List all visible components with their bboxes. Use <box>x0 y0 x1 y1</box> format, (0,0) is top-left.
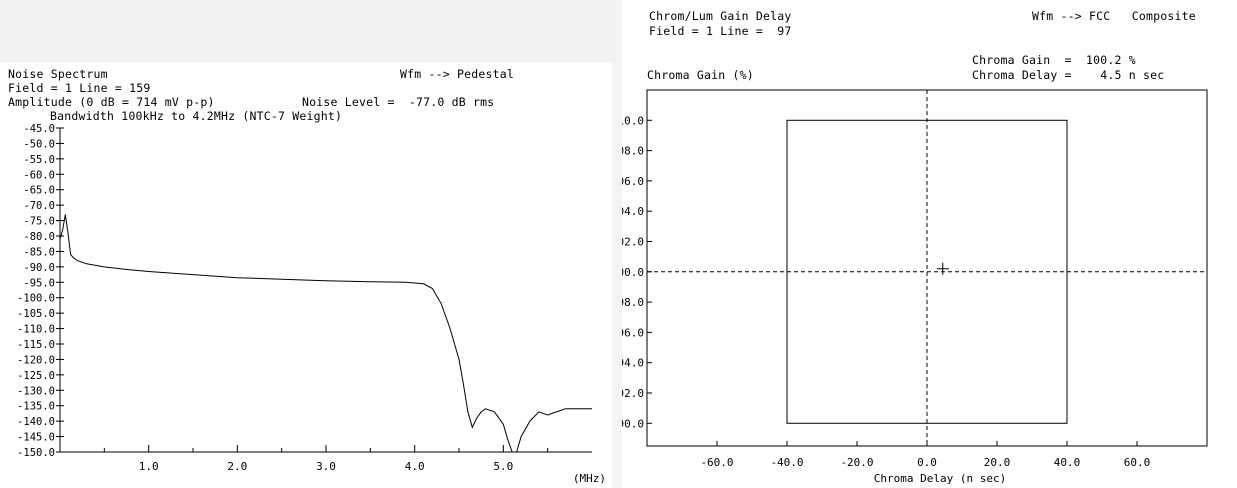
gd-y-tick-label: 106.0 <box>622 175 644 188</box>
noise-x-tick-label: 5.0 <box>493 460 513 473</box>
gd-title: Chrom/Lum Gain Delay <box>649 9 792 23</box>
gd-gain-readout: Chroma Gain = 100.2 % <box>972 53 1136 67</box>
gd-x-tick-label: 20.0 <box>984 456 1011 469</box>
noise-x-tick-label: 2.0 <box>227 460 247 473</box>
noise-field-line: Field = 1 Line = 159 <box>8 81 151 95</box>
gd-y-tick-label: 102.0 <box>622 235 644 248</box>
noise-mode: Wfm --> Pedestal <box>400 67 514 81</box>
gd-y-tick-label: 98.0 <box>622 296 644 309</box>
noise-x-tick-label: 3.0 <box>316 460 336 473</box>
gd-y-tick-label: 92.0 <box>622 387 644 400</box>
noise-bandwidth: Bandwidth 100kHz to 4.2MHz (NTC-7 Weight… <box>50 109 343 123</box>
noise-y-tick-label: -130.0 <box>17 385 55 397</box>
gd-x-tick-label: 40.0 <box>1054 456 1081 469</box>
noise-y-tick-label: -60.0 <box>23 169 55 181</box>
gd-y-tick-label: 90.0 <box>622 417 644 430</box>
noise-level: Noise Level = -77.0 dB rms <box>302 95 495 109</box>
noise-y-tick-label: -140.0 <box>17 416 55 428</box>
gd-x-tick-label: -60.0 <box>700 456 733 469</box>
noise-y-tick-label: -105.0 <box>17 308 55 320</box>
noise-y-tick-label: -95.0 <box>23 277 55 289</box>
noise-y-tick-label: -115.0 <box>17 339 55 351</box>
noise-x-tick-label: 4.0 <box>405 460 425 473</box>
gd-y-axis-label: Chroma Gain (%) <box>647 68 754 82</box>
gd-x-tick-label: 60.0 <box>1124 456 1151 469</box>
noise-spectrum-trace <box>59 214 592 453</box>
noise-y-tick-label: -45.0 <box>23 123 55 135</box>
gain-delay-chart: 110.0 108.0 106.0 104.0 102.0 100.0 98.0 96.0 94… <box>622 89 1208 485</box>
gd-y-tick-label: 96.0 <box>622 326 644 339</box>
noise-y-tick-label: -110.0 <box>17 324 55 336</box>
gd-limit-box <box>786 119 1068 424</box>
gain-delay-panel: Chrom/Lum Gain Delay Wfm --> FCC Composi… <box>622 0 1237 488</box>
noise-amplitude: Amplitude (0 dB = 714 mV p-p) <box>8 95 215 109</box>
noise-y-tick-label: -120.0 <box>17 354 55 366</box>
noise-spectrum-chart: -45.0 -50.0 -55.0 -60.0 -65.0 -70.0 -75.0 -80.0… <box>17 123 606 485</box>
noise-y-tick-label: -55.0 <box>23 154 55 166</box>
gd-field-line: Field = 1 Line = 97 <box>649 24 792 38</box>
noise-y-tick-label: -80.0 <box>23 231 55 243</box>
gd-y-tick-label: 94.0 <box>622 357 644 370</box>
gd-y-tick-label: 104.0 <box>622 205 644 218</box>
gd-delay-readout: Chroma Delay = 4.5 n sec <box>972 68 1165 82</box>
noise-y-tick-label: -135.0 <box>17 401 55 413</box>
noise-y-tick-label: -150.0 <box>17 447 55 459</box>
noise-y-tick-label: -100.0 <box>17 293 55 305</box>
noise-title: Noise Spectrum <box>8 67 108 81</box>
gd-x-tick-label: -20.0 <box>840 456 873 469</box>
noise-y-tick-label: -75.0 <box>23 216 55 228</box>
gd-mode: Wfm --> FCC Composite <box>1032 9 1196 23</box>
noise-y-tick-label: -85.0 <box>23 246 55 258</box>
noise-y-tick-label: -70.0 <box>23 200 55 212</box>
noise-x-tick-label: 1.0 <box>139 460 159 473</box>
gd-x-tick-label: 0.0 <box>917 456 937 469</box>
noise-spectrum-panel: Noise Spectrum Wfm --> Pedestal Field = … <box>0 62 612 488</box>
noise-y-tick-label: -50.0 <box>23 138 55 150</box>
noise-y-tick-label: -125.0 <box>17 370 55 382</box>
gd-y-tick-label: 108.0 <box>622 145 644 158</box>
gd-x-tick-label: -40.0 <box>770 456 803 469</box>
gd-y-tick-label: 100.0 <box>622 266 644 279</box>
gd-y-tick-label: 110.0 <box>622 114 644 127</box>
noise-y-tick-label: -65.0 <box>23 185 55 197</box>
noise-y-tick-label: -145.0 <box>17 432 55 444</box>
noise-y-tick-label: -90.0 <box>23 262 55 274</box>
noise-x-axis-label: (MHz) <box>573 472 606 485</box>
gd-x-axis-label: Chroma Delay (n sec) <box>874 472 1006 485</box>
